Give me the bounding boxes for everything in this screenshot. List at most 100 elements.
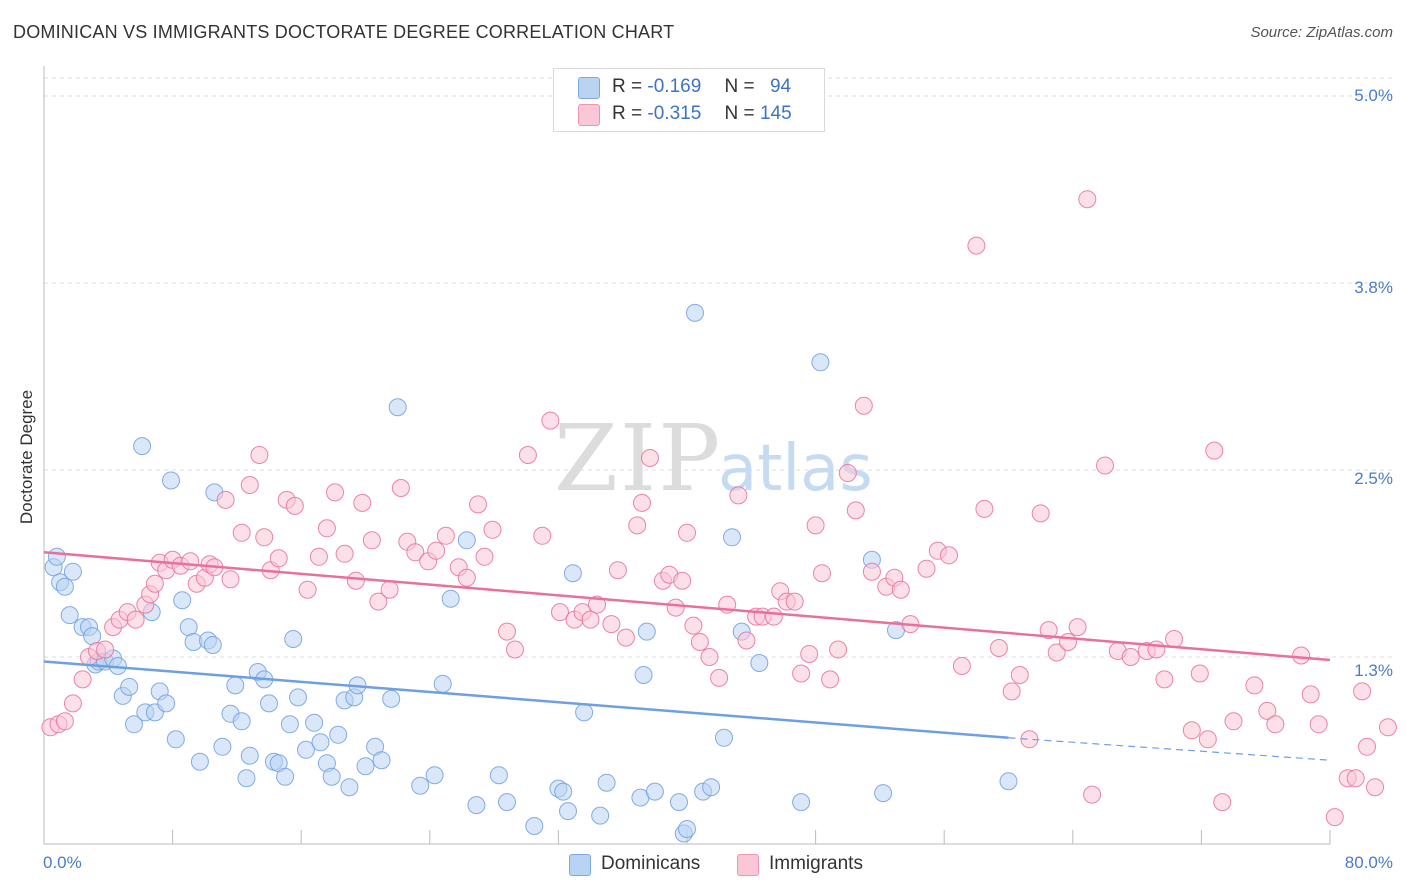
data-point-immigrants (216, 490, 235, 509)
data-point-immigrants (269, 549, 288, 568)
data-point-dominicans (190, 752, 209, 771)
data-point-dominicans (686, 303, 704, 322)
data-point-immigrants (232, 523, 251, 542)
data-point-dominicans (240, 746, 259, 765)
trend-lines (43, 551, 1331, 761)
data-point-dominicans (63, 562, 82, 581)
data-point-immigrants (975, 499, 994, 518)
y-tick-label: 3.8% (1354, 278, 1393, 297)
data-point-dominicans (634, 666, 653, 684)
data-point-immigrants (181, 552, 200, 571)
data-point-immigrants (1353, 682, 1372, 701)
data-point-immigrants (1213, 793, 1232, 812)
data-point-dominicans (60, 606, 79, 625)
data-point-dominicans (83, 627, 102, 646)
data-point-dominicans (702, 778, 721, 797)
data-point-immigrants (391, 479, 410, 497)
data-point-immigrants (145, 574, 164, 593)
data-point-immigrants (221, 570, 240, 589)
data-point-dominicans (670, 793, 688, 812)
data-point-dominicans (723, 528, 741, 547)
data-point-immigrants (96, 640, 115, 659)
data-point-dominicans (999, 772, 1018, 791)
data-point-immigrants (1224, 712, 1243, 731)
data-point-immigrants (1292, 646, 1311, 665)
data-point-immigrants (436, 526, 455, 545)
data-point-immigrants (1121, 648, 1140, 666)
data-point-dominicans (563, 564, 582, 583)
y-tick-label: 1.3% (1354, 661, 1393, 680)
data-point-immigrants (785, 592, 804, 611)
data-point-immigrants (967, 236, 986, 255)
legend-swatch-immigrants (578, 104, 600, 126)
data-point-immigrants (684, 616, 703, 635)
data-point-dominicans (120, 677, 139, 696)
data-point-immigrants (1155, 670, 1174, 689)
data-point-immigrants (469, 495, 487, 514)
data-point-dominicans (125, 715, 143, 734)
data-point-immigrants (506, 640, 524, 659)
data-point-dominicans (173, 591, 192, 610)
legend-n-label: N = (724, 76, 755, 97)
data-point-immigrants (551, 603, 569, 622)
data-point-immigrants (1266, 715, 1285, 734)
data-point-dominicans (340, 778, 359, 797)
legend-n-value: 94 (769, 76, 792, 97)
data-point-dominicans (329, 725, 348, 744)
data-point-immigrants (406, 543, 425, 562)
data-point-dominicans (232, 712, 251, 731)
data-point-immigrants (1358, 737, 1376, 756)
data-point-dominicans (166, 730, 185, 749)
data-point-dominicans (559, 802, 577, 821)
data-point-dominicans (203, 636, 222, 654)
data-point-dominicans (47, 547, 66, 566)
chart-title: DOMINICAN VS IMMIGRANTS DOCTORATE DEGREE… (13, 22, 675, 42)
data-point-immigrants (1096, 456, 1114, 475)
y-tick-label: 5.0% (1354, 86, 1393, 105)
data-point-immigrants (800, 645, 819, 663)
data-point-dominicans (575, 703, 594, 722)
data-point-immigrants (846, 501, 865, 520)
data-point-dominicans (792, 793, 811, 812)
data-point-immigrants (813, 564, 831, 583)
data-point-dominicans (356, 757, 375, 776)
legend-n-value: 145 (759, 103, 792, 124)
data-point-immigrants (989, 639, 1008, 657)
data-point-immigrants (335, 544, 354, 563)
data-point-immigrants (346, 571, 365, 590)
data-point-immigrants (1245, 676, 1264, 695)
legend-label: Immigrants (769, 853, 863, 874)
data-point-immigrants (608, 561, 627, 580)
data-point-immigrants (1165, 630, 1184, 648)
data-point-immigrants (518, 446, 537, 464)
data-point-immigrants (1083, 785, 1102, 804)
data-point-dominicans (597, 773, 616, 792)
data-point-dominicans (441, 589, 460, 608)
data-point-immigrants (1309, 715, 1328, 734)
data-point-immigrants (533, 526, 552, 545)
legend-r-value: -0.315 (647, 103, 702, 124)
data-point-immigrants (1190, 664, 1209, 683)
x-tick-label: 80.0% (1344, 853, 1393, 872)
data-point-immigrants (255, 528, 274, 547)
data-point-immigrants (362, 531, 381, 550)
data-point-dominicans (133, 437, 152, 456)
data-point-immigrants (737, 631, 756, 650)
data-point-dominicans (372, 751, 391, 770)
data-point-immigrants (829, 640, 848, 659)
legend-swatch-dominicans (578, 77, 600, 99)
data-point-dominicans (637, 622, 656, 641)
data-point-immigrants (838, 464, 857, 482)
legend-swatch-immigrants (737, 854, 759, 876)
legend-r-value: -0.169 (647, 76, 702, 97)
data-point-immigrants (581, 610, 600, 629)
data-point-immigrants (666, 598, 685, 617)
data-point-immigrants (1031, 504, 1050, 523)
legend-r-label: R = (612, 76, 643, 97)
data-point-dominicans (645, 782, 664, 801)
data-point-immigrants (628, 516, 647, 535)
data-point-dominicans (457, 531, 476, 550)
data-point-immigrants (317, 519, 336, 538)
